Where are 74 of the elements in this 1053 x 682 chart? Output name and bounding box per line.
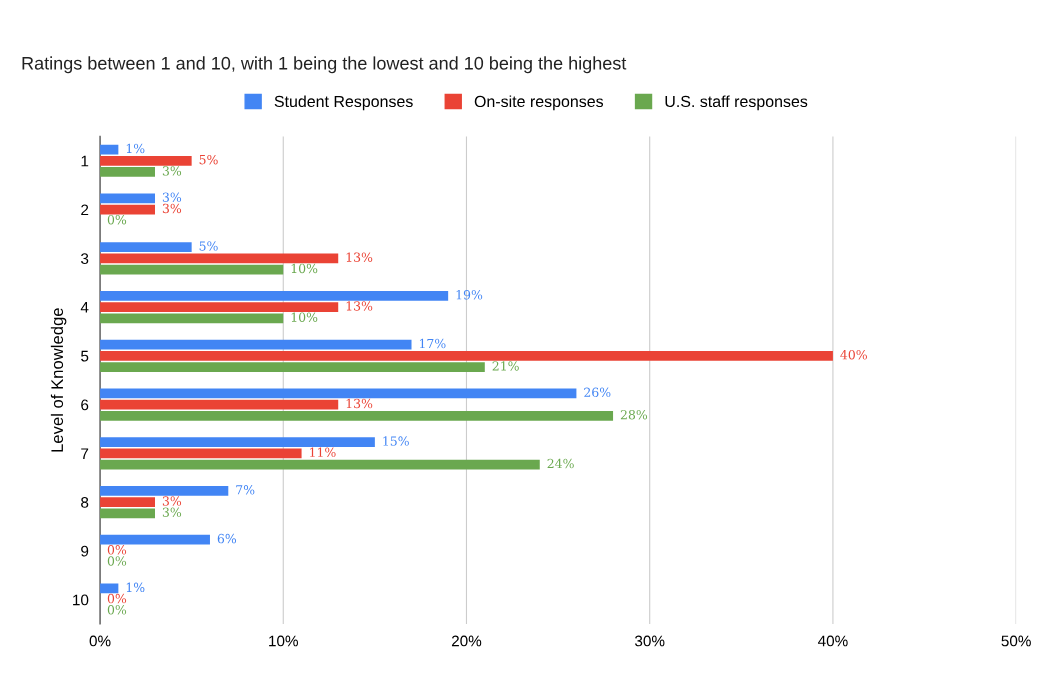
y-tick-label: 6	[81, 399, 89, 411]
data-label: 13%	[346, 301, 373, 311]
bar	[100, 204, 155, 215]
y-tick-label: 10	[73, 594, 89, 606]
legend-label: Student Responses	[274, 95, 413, 111]
bar	[100, 242, 192, 252]
data-label: 3%	[162, 496, 182, 506]
x-tick-label: 20%	[451, 635, 482, 647]
bar	[100, 193, 155, 204]
y-axis-title: Level of Knowledge	[50, 308, 67, 452]
bar	[100, 302, 339, 312]
bar	[100, 155, 192, 166]
bar	[100, 534, 210, 545]
bar	[100, 290, 449, 301]
bar	[100, 399, 339, 410]
data-label: 19%	[456, 290, 483, 300]
chart-title: Ratings between 1 and 10, with 1 being the lowest and 10 being the highest	[22, 56, 627, 74]
data-label: 40%	[840, 350, 867, 360]
data-label: 3%	[162, 192, 182, 202]
bar	[100, 459, 540, 470]
bar	[100, 362, 485, 372]
legend-label: U.S. staff responses	[665, 95, 808, 111]
x-tick-label: 40%	[817, 635, 848, 647]
data-label: 0%	[107, 214, 127, 225]
data-label: 13%	[346, 252, 373, 262]
data-label: 6%	[217, 533, 237, 544]
bar	[100, 410, 614, 421]
data-label: 1%	[126, 582, 145, 593]
x-tick-label: 30%	[634, 635, 665, 647]
bar	[100, 508, 155, 519]
y-tick-label: 5	[81, 350, 89, 362]
data-label: 10%	[291, 312, 318, 322]
data-label: 15%	[383, 436, 409, 446]
data-label: 3%	[162, 203, 182, 214]
data-label: 5%	[199, 154, 218, 165]
data-label: 26%	[584, 387, 611, 398]
data-label: 0%	[107, 556, 127, 566]
data-label: 0%	[107, 545, 127, 555]
y-tick-label: 8	[81, 496, 89, 508]
data-label: 0%	[107, 593, 127, 604]
data-label: 0%	[107, 605, 127, 615]
bar	[100, 350, 833, 361]
bar	[100, 167, 155, 177]
y-tick-label: 2	[81, 204, 89, 216]
bar	[100, 437, 375, 448]
y-tick-label: 7	[81, 448, 89, 459]
data-label: 21%	[492, 361, 519, 371]
bar	[100, 388, 577, 399]
y-tick-label: 4	[80, 302, 89, 313]
x-tick-label: 50%	[1001, 635, 1031, 647]
bar	[100, 339, 412, 350]
bar	[100, 253, 339, 264]
data-label: 24%	[547, 458, 574, 469]
bar	[100, 497, 155, 507]
bar	[100, 486, 229, 496]
data-label: 3%	[162, 507, 182, 517]
data-label: 28%	[620, 409, 648, 420]
bar	[100, 313, 284, 324]
bar	[100, 448, 302, 459]
data-label: 11%	[310, 447, 336, 457]
data-label: 3%	[162, 166, 182, 176]
data-label: 17%	[419, 338, 446, 349]
x-tick-label: 0%	[89, 635, 111, 647]
data-label: 7%	[236, 485, 255, 495]
y-tick-label: 3	[81, 253, 89, 264]
data-label: 5%	[199, 241, 218, 251]
data-label: 10%	[291, 263, 318, 274]
y-tick-label: 1	[81, 155, 89, 167]
bar	[100, 264, 284, 275]
data-label: 1%	[126, 143, 145, 154]
x-tick-label: 10%	[269, 635, 298, 647]
legend-label: On-site responses	[474, 95, 604, 111]
y-tick-label: 9	[81, 545, 89, 557]
data-label: 13%	[346, 398, 373, 409]
